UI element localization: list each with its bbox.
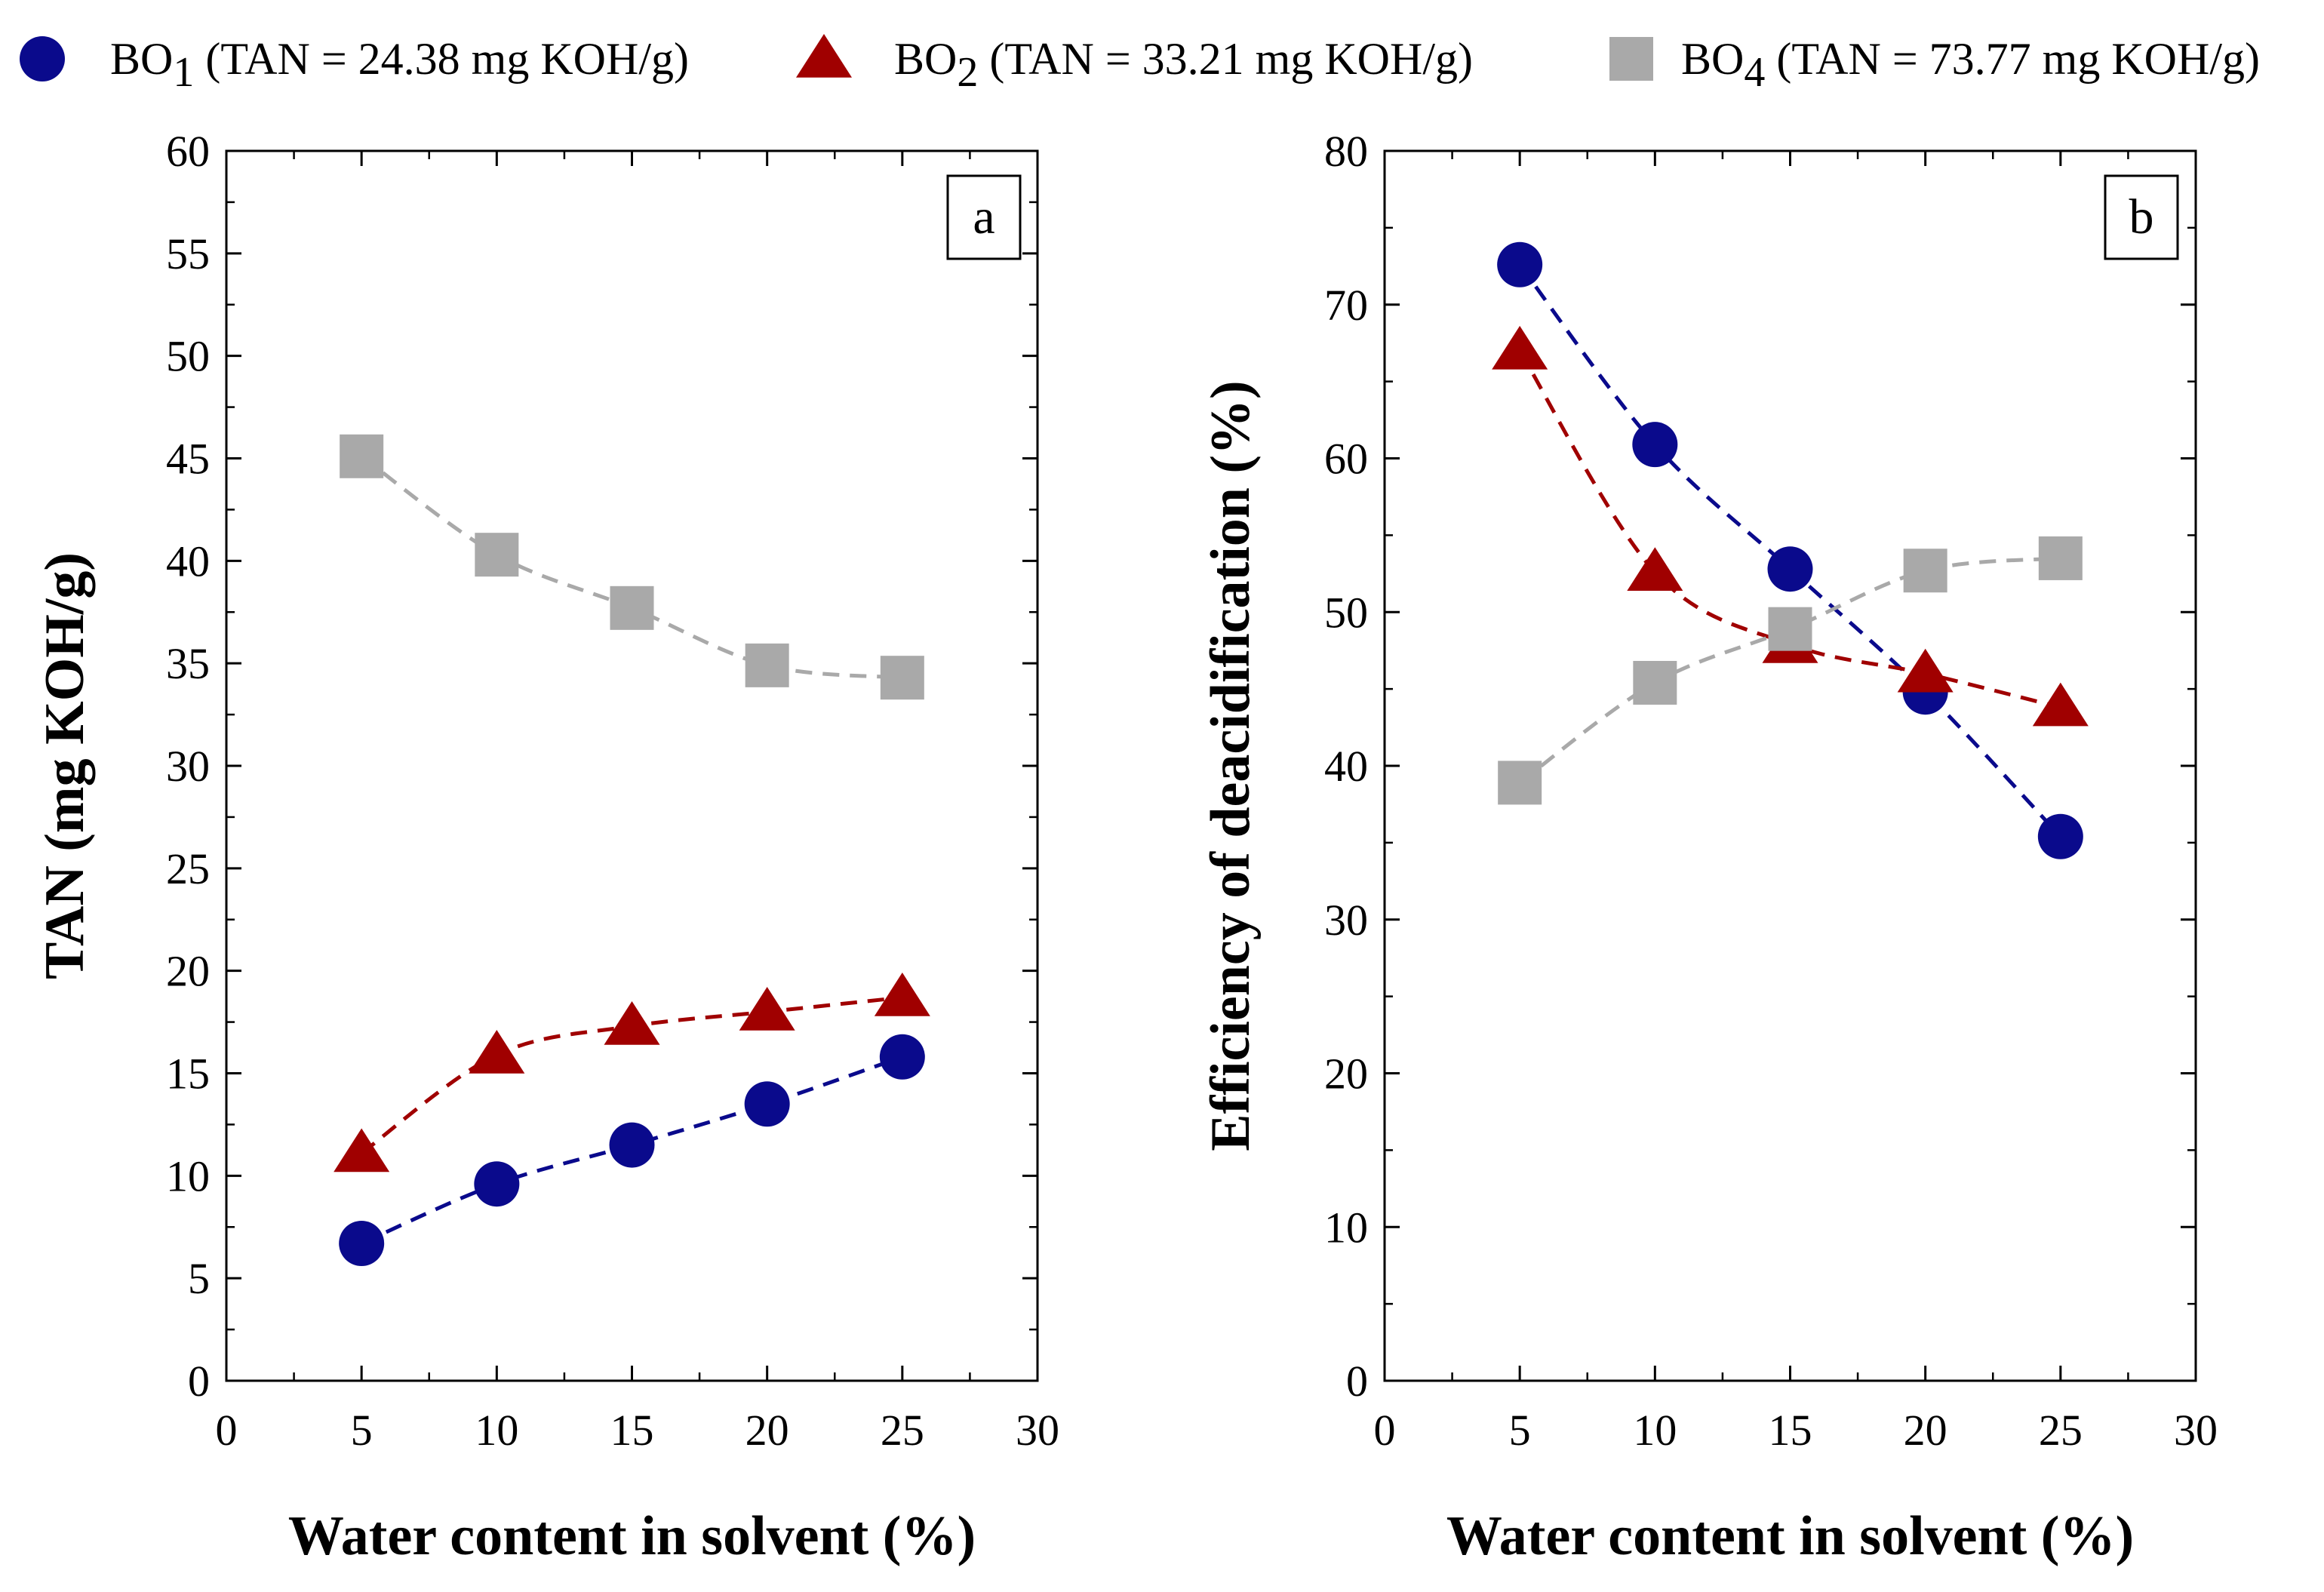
x-tick-label: 30 [1016, 1406, 1059, 1455]
y-tick-label: 80 [1324, 127, 1368, 176]
data-point-bo1 [339, 1220, 385, 1266]
x-tick-label: 0 [216, 1406, 238, 1455]
data-point-bo4 [1498, 761, 1542, 805]
x-tick-label: 15 [1769, 1406, 1812, 1455]
y-tick-label: 5 [188, 1254, 210, 1303]
data-point-bo1 [744, 1081, 790, 1127]
y-tick-label: 40 [166, 536, 210, 585]
x-axis-title: Water content in solvent (%) [288, 1505, 976, 1567]
data-point-bo2 [739, 987, 795, 1031]
data-point-bo4 [475, 533, 519, 577]
x-tick-label: 30 [2174, 1406, 2218, 1455]
y-tick-label: 55 [166, 229, 210, 278]
y-tick-label: 10 [166, 1151, 210, 1200]
x-tick-label: 5 [1509, 1406, 1531, 1455]
x-tick-label: 25 [881, 1406, 924, 1455]
x-tick-label: 25 [2039, 1406, 2083, 1455]
legend: BO1 (TAN = 24.38 mg KOH/g) BO2 (TAN = 33.… [20, 34, 2260, 96]
data-point-bo2 [1627, 547, 1683, 592]
y-axis-title: TAN (mg KOH/g) [34, 552, 96, 979]
y-tick-label: 70 [1324, 281, 1368, 330]
panel-b: 0 5 10 15 20 25 30 0 10 20 30 40 50 60 70 80 Water conte… [1200, 127, 2218, 1567]
data-point-bo4 [745, 643, 789, 687]
data-point-bo2 [2032, 682, 2089, 727]
y-tick-label: 25 [166, 844, 210, 893]
y-tick-label: 0 [1346, 1357, 1368, 1406]
panel-label: a [973, 189, 994, 244]
data-point-bo4 [1768, 607, 1812, 651]
y-tick-label: 0 [188, 1357, 210, 1406]
data-point-bo4 [1903, 549, 1947, 593]
y-tick-label: 45 [166, 435, 210, 484]
data-point-bo2 [1897, 648, 1954, 693]
data-point-bo2 [874, 972, 930, 1016]
trend-line-bo4 [360, 454, 903, 680]
trend-line-bo4 [1518, 556, 2061, 785]
y-tick-label: 50 [1324, 588, 1368, 637]
legend-label-3: BO4 (TAN = 73.77 mg KOH/g) [1681, 34, 2260, 96]
panel-a: 0 5 10 15 20 25 30 0 5 10 15 20 25 30 35 40 45 50 55 60 Wate… [34, 127, 1059, 1567]
panel-label-box [2104, 174, 2179, 260]
data-point-bo1 [609, 1122, 655, 1168]
legend-marker-1 [20, 36, 65, 81]
y-tick-label: 20 [166, 947, 210, 996]
data-point-bo2 [604, 1001, 660, 1045]
x-axis-title: Water content in solvent (%) [1446, 1505, 2134, 1567]
data-point-bo1 [1632, 422, 1678, 468]
data-point-bo4 [880, 656, 924, 700]
data-point-bo4 [340, 434, 384, 478]
y-tick-label: 50 [166, 332, 210, 381]
data-point-bo2 [1492, 325, 1548, 370]
data-point-bo1 [474, 1161, 520, 1207]
x-tick-label: 20 [745, 1406, 789, 1455]
x-tick-label: 10 [1633, 1406, 1677, 1455]
data-point-bo4 [2038, 536, 2083, 580]
y-tick-label: 20 [1324, 1050, 1368, 1099]
y-tick-label: 60 [166, 127, 210, 176]
data-point-bo1 [2037, 813, 2083, 859]
y-tick-label: 30 [166, 742, 210, 791]
data-point-bo1 [879, 1034, 925, 1080]
data-point-bo2 [334, 1128, 390, 1172]
data-point-bo1 [1497, 241, 1543, 287]
data-point-bo4 [1633, 660, 1677, 705]
y-tick-label: 60 [1324, 435, 1368, 484]
data-point-bo4 [610, 585, 654, 630]
y-tick-label: 30 [1324, 896, 1368, 945]
data-point-bo2 [469, 1030, 525, 1074]
x-tick-label: 0 [1374, 1406, 1396, 1455]
x-tick-label: 15 [610, 1406, 654, 1455]
x-tick-label: 10 [475, 1406, 518, 1455]
y-tick-label: 35 [166, 639, 210, 688]
data-point-bo1 [1767, 546, 1813, 592]
y-axis-title: Efficiency of deacidification (%) [1200, 380, 1262, 1151]
plot-frame [225, 149, 1039, 1382]
legend-label-1: BO1 (TAN = 24.38 mg KOH/g) [110, 34, 689, 96]
y-tick-label: 15 [166, 1050, 210, 1099]
y-tick-label: 10 [1324, 1203, 1368, 1252]
trend-line-bo1 [361, 1055, 903, 1246]
panel-label: b [2129, 189, 2154, 244]
x-tick-label: 5 [351, 1406, 373, 1455]
legend-marker-3 [1609, 37, 1653, 81]
y-tick-label: 40 [1324, 742, 1368, 791]
legend-label-2: BO2 (TAN = 33.21 mg KOH/g) [894, 34, 1473, 96]
legend-marker-2 [796, 34, 852, 78]
x-tick-label: 20 [1904, 1406, 1947, 1455]
panel-label-box [946, 174, 1022, 260]
